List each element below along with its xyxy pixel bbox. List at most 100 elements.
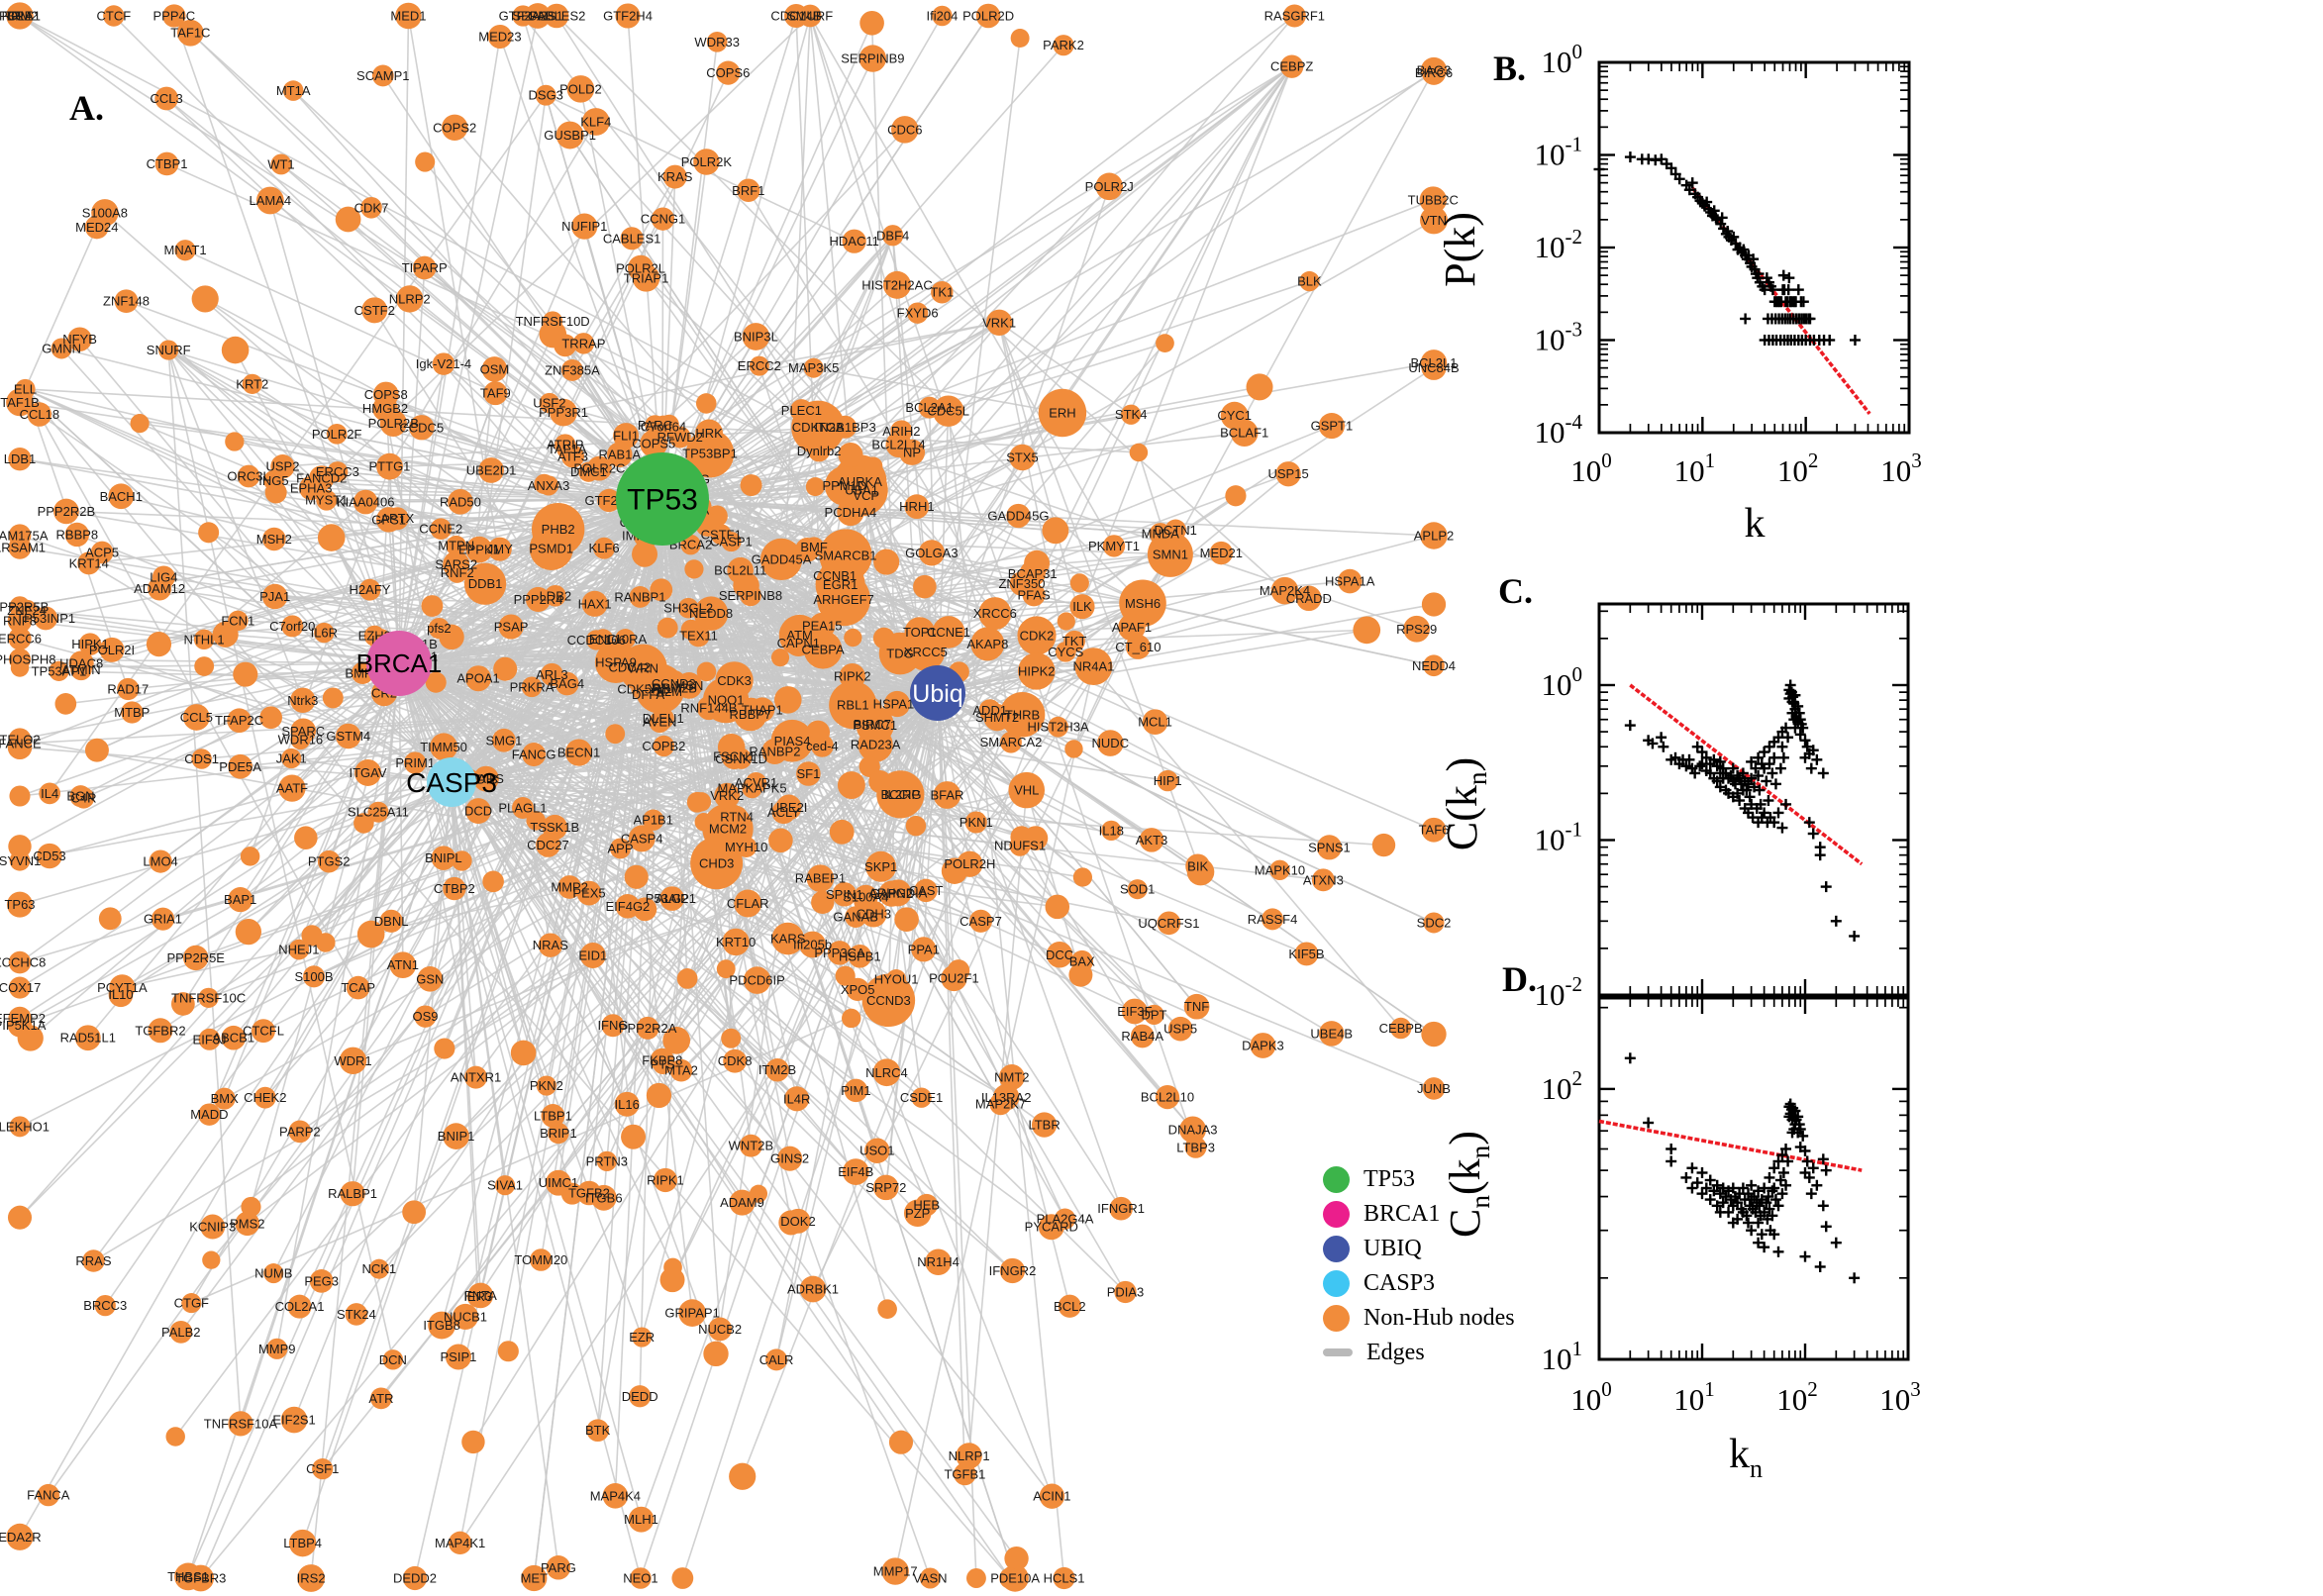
network-node[interactable] [597,488,621,513]
network-node[interactable] [848,945,872,968]
network-node[interactable] [1156,334,1174,352]
network-node[interactable] [281,748,302,769]
network-node[interactable] [1270,576,1299,605]
network-node[interactable] [529,526,573,570]
network-node[interactable] [829,819,855,845]
network-node[interactable] [37,843,62,869]
network-node[interactable] [99,637,125,662]
network-node[interactable] [78,633,102,655]
network-node[interactable] [714,782,741,809]
network-node[interactable] [1121,404,1142,425]
network-node[interactable] [94,1294,116,1317]
network-node[interactable] [706,32,728,52]
network-node[interactable] [353,489,378,515]
network-node[interactable] [736,836,758,857]
network-node[interactable] [651,207,675,231]
network-node[interactable] [1299,270,1320,292]
network-node[interactable] [886,969,907,990]
network-node[interactable] [430,733,457,761]
network-node[interactable] [750,697,775,723]
network-node[interactable] [777,1146,803,1171]
network-node[interactable] [576,880,602,906]
network-node[interactable] [873,1174,899,1201]
network-node[interactable] [103,5,125,27]
network-node[interactable] [1420,206,1448,235]
network-node[interactable] [228,887,253,913]
network-node[interactable] [534,473,555,494]
network-node[interactable] [481,356,508,382]
network-node[interactable] [1129,443,1149,462]
network-node[interactable] [72,787,95,809]
network-node[interactable] [593,537,616,559]
network-node[interactable] [693,149,720,175]
network-node[interactable] [266,1338,288,1359]
network-node[interactable] [999,1257,1026,1284]
network-node[interactable] [653,1167,678,1193]
network-node[interactable] [572,333,595,354]
network-node[interactable] [309,1269,334,1293]
network-node[interactable] [775,794,802,821]
network-node[interactable] [906,633,946,671]
network-node[interactable] [39,782,60,805]
network-node[interactable] [803,357,824,378]
network-node[interactable] [281,615,304,638]
network-node[interactable] [784,1086,810,1112]
network-node[interactable] [695,419,724,448]
network-node[interactable] [941,857,968,884]
network-node[interactable] [877,1299,897,1320]
network-node[interactable] [645,415,665,436]
network-node[interactable] [561,445,585,468]
network-node[interactable] [202,1250,221,1269]
network-node[interactable] [370,1387,392,1410]
network-node[interactable] [1296,585,1322,612]
network-node[interactable] [761,738,788,764]
network-node[interactable] [716,959,736,979]
network-node[interactable] [228,753,252,779]
network-node[interactable] [694,813,713,832]
network-node[interactable] [50,338,72,359]
network-node[interactable] [372,395,398,422]
network-node[interactable] [297,1564,326,1592]
network-node[interactable] [1000,731,1022,753]
network-node[interactable] [358,578,381,601]
network-node[interactable] [749,355,769,376]
network-node[interactable] [1421,592,1447,617]
network-node[interactable] [739,1134,762,1157]
network-node[interactable] [367,801,389,823]
network-node[interactable] [8,627,32,650]
network-node[interactable] [1282,4,1306,28]
network-node[interactable] [1045,894,1070,920]
network-node[interactable] [722,928,750,956]
network-node[interactable] [610,838,631,859]
network-node[interactable] [82,1249,105,1272]
network-node[interactable] [9,785,31,807]
network-node[interactable] [581,108,610,136]
network-node[interactable] [586,1419,610,1443]
network-node[interactable] [290,718,317,745]
network-node[interactable] [968,909,993,933]
network-node[interactable] [891,116,919,144]
network-node[interactable] [288,1529,317,1557]
network-node[interactable] [49,660,69,681]
network-node[interactable] [1114,1280,1137,1304]
network-node[interactable] [10,658,30,677]
network-node[interactable] [1031,1112,1058,1138]
network-node[interactable] [905,815,927,837]
network-node[interactable] [716,60,741,85]
network-node[interactable] [360,196,382,219]
network-node[interactable] [630,1567,652,1589]
network-node[interactable] [721,532,742,552]
network-node[interactable] [340,1181,365,1207]
network-node[interactable] [1155,1085,1180,1110]
network-node[interactable] [270,153,292,175]
network-node[interactable] [863,456,883,475]
network-node[interactable] [148,1018,173,1044]
network-node[interactable] [335,206,361,233]
network-node[interactable] [1057,612,1075,631]
network-node[interactable] [606,442,633,467]
network-node[interactable] [253,1086,276,1109]
network-node[interactable] [1269,859,1290,880]
network-node[interactable] [282,80,304,101]
network-node[interactable] [263,1263,284,1284]
network-node[interactable] [227,708,252,734]
